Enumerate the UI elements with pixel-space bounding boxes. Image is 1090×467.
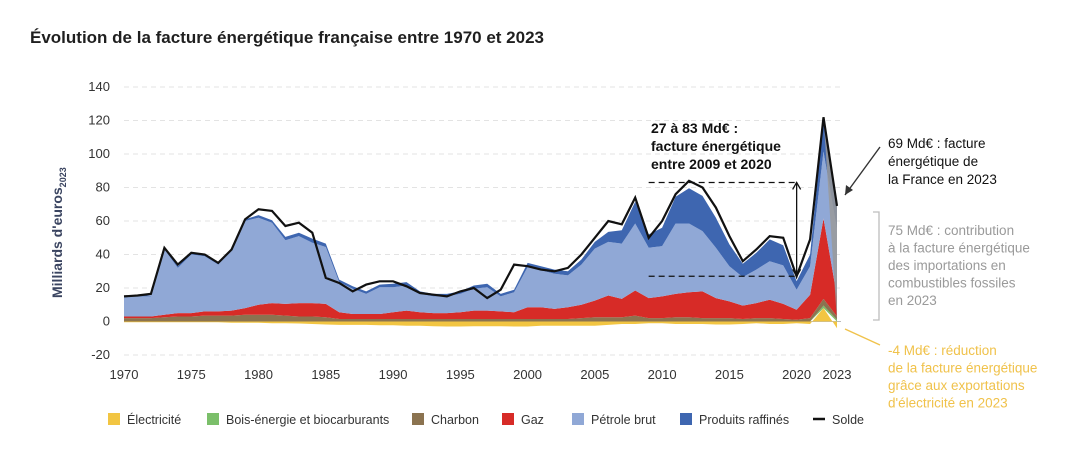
solde-line: [123, 117, 839, 300]
legend-label: Pétrole brut: [591, 413, 656, 427]
area-gaz: [124, 218, 837, 320]
y-tick-label: 20: [96, 280, 110, 295]
area--lectricit-: [124, 308, 837, 329]
annotations: 27 à 83 Md€ : facture énergétique entre 20…: [651, 120, 1037, 411]
annotation-total-2023: 69 Md€ : facture énergétique de la France …: [888, 136, 997, 187]
x-tick-label: 1980: [244, 367, 273, 382]
chart-title: Évolution de la facture énergétique fran…: [30, 28, 544, 47]
x-tick-label: 2000: [513, 367, 542, 382]
x-tick-label: 2005: [580, 367, 609, 382]
x-tick-label: 2023: [823, 367, 852, 382]
y-tick-label: 100: [88, 146, 110, 161]
legend-swatch: [502, 413, 514, 425]
legend-label: Solde: [832, 413, 864, 427]
solde-series: [123, 117, 839, 300]
y-axis: -20 0 20 40 60 80 100 120 140: [88, 79, 110, 362]
fossil-brace: [873, 211, 880, 321]
area-charbon: [124, 298, 837, 322]
x-tick-label: 2010: [648, 367, 677, 382]
y-tick-label: 140: [88, 79, 110, 94]
bracket-arrow-down: [792, 268, 802, 278]
annotation-lines: [648, 146, 881, 346]
legend-item: Électricité: [108, 412, 181, 427]
x-tick-label: 1990: [379, 367, 408, 382]
y-tick-label: 0: [103, 314, 110, 329]
legend-swatch: [572, 413, 584, 425]
annotation-export-2023: -4 Md€ : réduction de la facture énergéti…: [888, 343, 1037, 411]
legend-label: Bois-énergie et biocarburants: [226, 413, 389, 427]
legend-item: Solde: [813, 413, 864, 427]
y-axis-label-sub: 2023: [58, 167, 68, 187]
legend-label: Produits raffinés: [699, 413, 789, 427]
y-axis-label: Milliards d'euros2023: [49, 167, 68, 298]
total-arrow-head: [845, 185, 853, 195]
legend-swatch: [207, 413, 219, 425]
annotation-fossil-2023: 75 Md€ : contribution à la facture énergé…: [888, 223, 1030, 308]
x-tick-label: 1995: [446, 367, 475, 382]
total-arrow: [844, 146, 881, 196]
legend-item: Produits raffinés: [680, 413, 789, 427]
area-produits-raffin-s: [124, 118, 837, 297]
x-tick-label: 2015: [715, 367, 744, 382]
legend-swatch: [108, 413, 120, 425]
x-tick-label: 1975: [177, 367, 206, 382]
x-axis: 1970 1975 1980 1985 1990 1995 2000 2005 2010 2015…: [110, 367, 852, 382]
export-pointer: [844, 328, 881, 346]
stacked-areas: [124, 117, 837, 329]
legend-label: Électricité: [127, 412, 181, 427]
legend-swatch: [412, 413, 424, 425]
x-tick-label: 1985: [311, 367, 340, 382]
y-tick-label: 60: [96, 213, 110, 228]
bracket-arrow-up: [792, 181, 802, 190]
y-tick-label: 120: [88, 113, 110, 128]
annotation-2009-2020: 27 à 83 Md€ : facture énergétique entre 20…: [651, 120, 781, 172]
legend-item: Gaz: [502, 413, 544, 427]
legend: Électricité Bois-énergie et biocarburants…: [108, 412, 864, 427]
legend-item: Bois-énergie et biocarburants: [207, 413, 389, 427]
legend-item: Pétrole brut: [572, 413, 656, 427]
area-p-trole-brut: [124, 151, 837, 317]
legend-item: Charbon: [412, 413, 479, 427]
x-tick-label: 2020: [782, 367, 811, 382]
y-tick-label: -20: [91, 347, 110, 362]
area-residual-2023: [823, 117, 837, 322]
legend-label: Charbon: [431, 413, 479, 427]
y-tick-label: 80: [96, 180, 110, 195]
legend-label: Gaz: [521, 413, 544, 427]
y-tick-label: 40: [96, 247, 110, 262]
x-tick-label: 1970: [110, 367, 139, 382]
legend-swatch: [680, 413, 692, 425]
